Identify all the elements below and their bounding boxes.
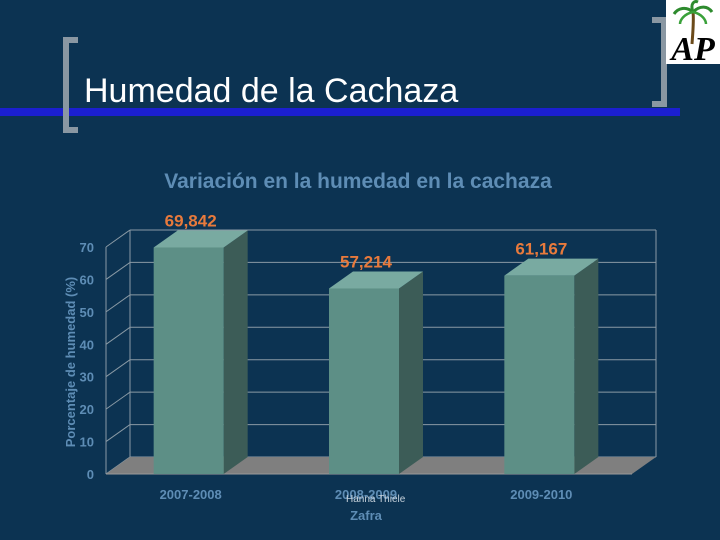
slide-title: Humedad de la Cachaza [84,72,459,110]
gridline-side [105,229,131,248]
y-tick-label: 50 [80,305,94,320]
bar-value-label: 69,842 [165,212,217,231]
logo-text: AP [669,31,715,68]
left-bracket [63,37,78,133]
logo: AP [666,0,720,68]
chart-title: Variación en la humedad en la cachaza [164,170,552,193]
bar-top [153,230,248,248]
bar-top [504,258,599,276]
bar-side [399,271,423,474]
x-axis-label: Zafra [350,508,383,523]
y-tick-label: 40 [80,337,94,352]
bar [504,275,575,474]
bar-value-label: 61,167 [515,240,567,259]
y-tick-label: 70 [80,240,94,255]
title-underline-bar [0,108,680,116]
bar-side [223,230,248,474]
bar [153,247,224,474]
gridline-side [105,359,131,378]
gridline-side [105,294,131,313]
y-axis-label: Porcentaje de humedad (%) [63,277,78,447]
gridline-side [105,424,131,442]
footer-author: Hanna Thiele [346,494,406,505]
bar-value-label: 57,214 [340,252,393,271]
y-tick-label: 10 [80,435,94,450]
x-tick-label: 2008-2009 [335,487,397,502]
bar [329,288,399,474]
y-tick-label: 30 [80,370,94,385]
right-bracket [652,17,667,107]
y-tick-label: 60 [80,272,94,287]
gridline-side [105,326,131,345]
gridline-side [105,262,131,280]
bar-side [574,258,599,474]
x-tick-label: 2007-2008 [160,487,222,502]
y-tick-label: 20 [80,402,94,417]
palm-tree-icon [672,0,714,45]
y-tick-label: 0 [87,467,94,482]
gridline-side [105,391,131,410]
bar-top [329,271,423,289]
x-tick-label: 2009-2010 [510,487,572,502]
